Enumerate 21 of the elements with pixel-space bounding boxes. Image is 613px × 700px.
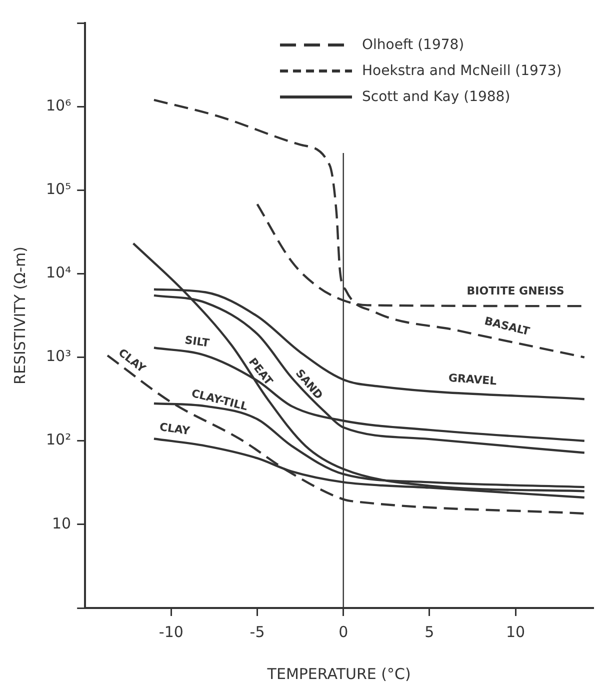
y-tick-label: 10 xyxy=(52,514,72,532)
text: SILT xyxy=(184,333,211,350)
y-tick-label: 10³ xyxy=(46,347,72,366)
text: BASALT xyxy=(483,314,532,338)
series-label: GRAVEL xyxy=(448,371,498,388)
y-tick-label: 10⁵ xyxy=(46,180,72,198)
text: CLAY xyxy=(158,420,192,438)
series-label: BIOTITE GNEISS xyxy=(466,284,564,298)
annotation: Olhoeft (1978) xyxy=(362,37,464,53)
y-tick-label: 10⁴ xyxy=(46,264,72,282)
annotation: Hoekstra and McNeill (1973) xyxy=(362,63,562,79)
x-tick-label: 5 xyxy=(424,622,434,641)
y-tick-label: 10⁶ xyxy=(46,96,72,114)
x-tick-label: -10 xyxy=(158,622,184,641)
x-tick-label: 0 xyxy=(338,622,348,641)
y-axis-title: RESISTIVITY (Ω-m) xyxy=(10,246,29,384)
y-tick-label: 10² xyxy=(46,430,72,449)
annotation: Scott and Kay (1988) xyxy=(362,89,510,105)
x-tick-label: 10 xyxy=(506,622,526,641)
x-axis-title: TEMPERATURE (°C) xyxy=(266,664,411,683)
x-tick-label: -5 xyxy=(250,622,265,641)
